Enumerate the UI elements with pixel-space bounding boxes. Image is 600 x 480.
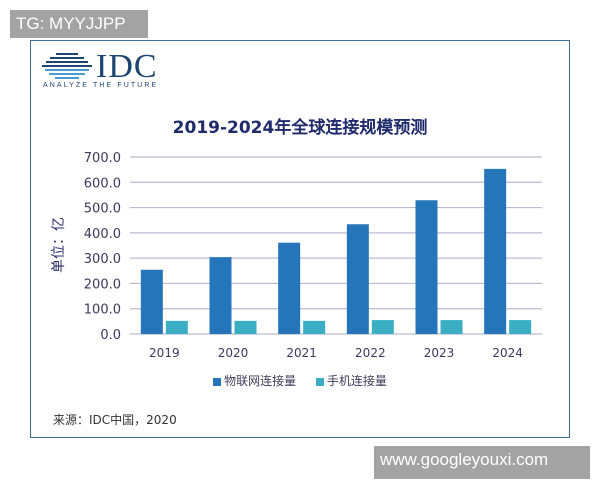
legend: 物联网连接量 手机连接量 — [0, 372, 600, 389]
logo-tagline: ANALYZE THE FUTURE — [43, 82, 159, 89]
x-tick-label: 2023 — [424, 346, 455, 360]
legend-label-phone: 手机连接量 — [326, 374, 387, 388]
bar-iot — [278, 242, 301, 334]
watermark-top: TG: MYYJJPP — [10, 10, 148, 38]
chart-frame — [30, 40, 570, 438]
bar-phone — [509, 320, 532, 334]
legend-swatch-phone — [315, 377, 324, 386]
x-tick-label: 2020 — [218, 346, 249, 360]
bar-phone — [165, 320, 188, 334]
bar-iot — [346, 224, 369, 334]
y-tick-label: 500.0 — [84, 202, 121, 217]
source-note: 来源：IDC中国，2020 — [53, 413, 177, 427]
bar-phone — [440, 320, 463, 334]
watermark-bottom: www.googleyouxi.com — [374, 446, 590, 479]
idc-globe-logo-icon — [42, 53, 92, 79]
y-tick-label: 400.0 — [84, 227, 121, 242]
y-tick-label: 700.0 — [84, 151, 121, 166]
bar-iot — [415, 200, 438, 334]
bar-phone — [234, 320, 257, 334]
x-tick-label: 2019 — [149, 346, 180, 360]
legend-item-iot: 物联网连接量 — [213, 374, 296, 388]
x-tick-label: 2024 — [492, 346, 523, 360]
legend-item-phone: 手机连接量 — [315, 374, 387, 388]
bar-phone — [303, 320, 326, 334]
y-tick-label: 100.0 — [84, 303, 121, 318]
y-tick-label: 0.0 — [100, 328, 121, 343]
bar-iot — [140, 269, 163, 334]
legend-swatch-iot — [213, 377, 222, 386]
chart-title: 2019-2024年全球连接规模预测 — [172, 118, 428, 138]
y-tick-label: 600.0 — [84, 176, 121, 191]
idc-logo-text: IDC — [96, 48, 158, 85]
x-tick-label: 2021 — [286, 346, 317, 360]
bar-iot — [209, 257, 232, 334]
bar-iot — [484, 168, 507, 334]
bar-phone — [371, 320, 394, 334]
y-tick-label: 200.0 — [84, 277, 121, 292]
legend-label-iot: 物联网连接量 — [224, 374, 297, 388]
x-tick-label: 2022 — [355, 346, 386, 360]
y-tick-label: 300.0 — [84, 252, 121, 267]
